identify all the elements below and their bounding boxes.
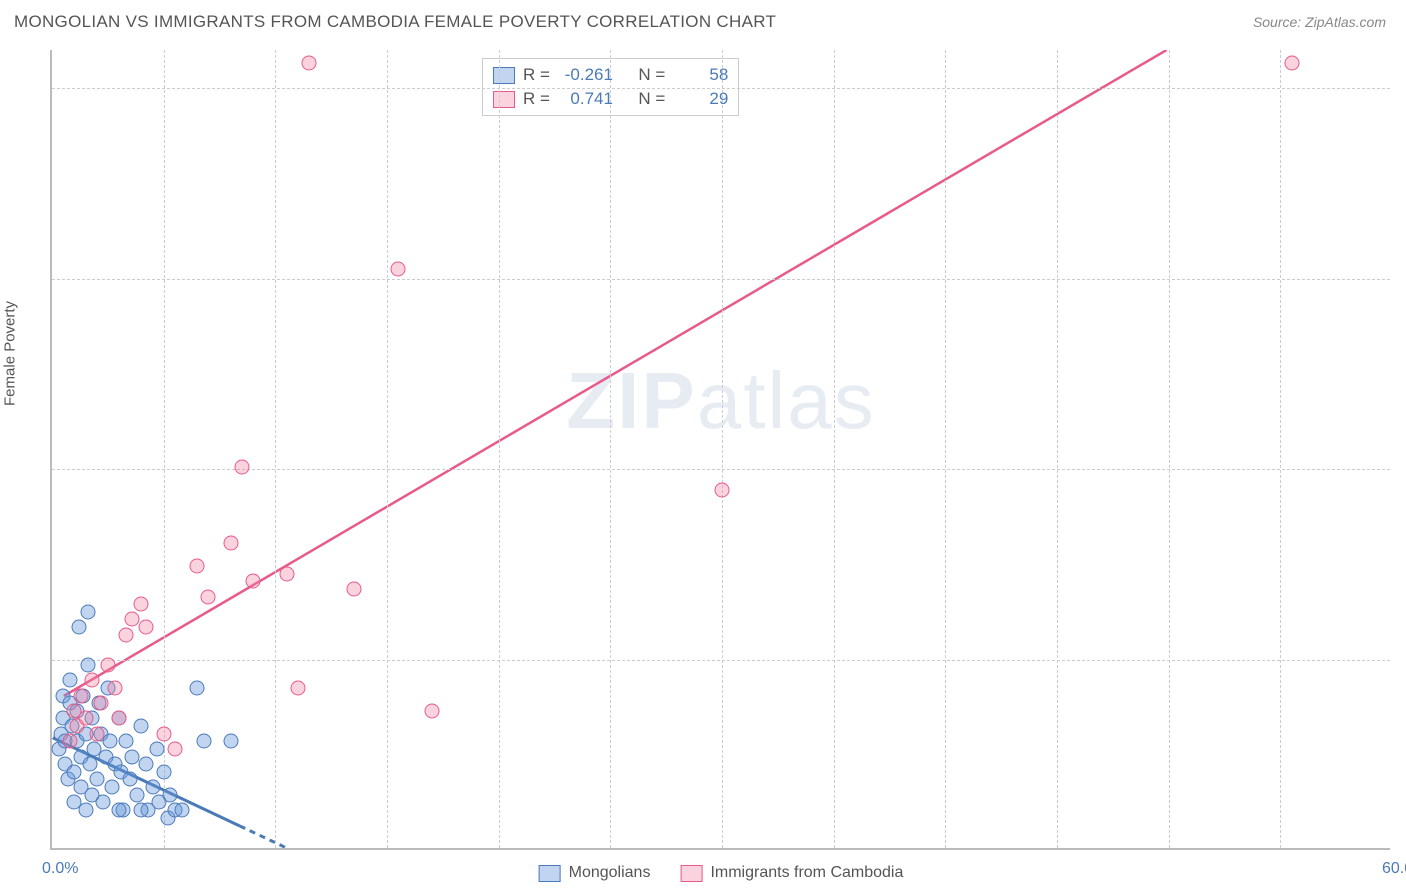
gridline-v bbox=[1057, 50, 1058, 848]
y-tick-label: 75.0% bbox=[1400, 290, 1406, 308]
data-point bbox=[134, 597, 149, 612]
data-point bbox=[201, 589, 216, 604]
data-point bbox=[89, 726, 104, 741]
data-point bbox=[134, 719, 149, 734]
r-value: -0.261 bbox=[558, 65, 613, 85]
r-label: R = bbox=[523, 89, 550, 109]
n-label: N = bbox=[638, 89, 665, 109]
data-point bbox=[71, 620, 86, 635]
r-label: R = bbox=[523, 65, 550, 85]
data-point bbox=[223, 536, 238, 551]
data-point bbox=[80, 658, 95, 673]
r-value: 0.741 bbox=[558, 89, 613, 109]
plot-area: ZIPatlas R = -0.261 N = 58 R = 0.741 N =… bbox=[50, 50, 1390, 850]
gridline-v bbox=[499, 50, 500, 848]
plot-container: Female Poverty ZIPatlas R = -0.261 N = 5… bbox=[50, 50, 1390, 850]
data-point bbox=[391, 261, 406, 276]
legend-label: Mongolians bbox=[569, 864, 651, 882]
swatch-pink bbox=[493, 91, 515, 108]
y-tick-label: 50.0% bbox=[1400, 480, 1406, 498]
data-point bbox=[279, 566, 294, 581]
chart-title: MONGOLIAN VS IMMIGRANTS FROM CAMBODIA FE… bbox=[14, 12, 776, 32]
data-point bbox=[190, 681, 205, 696]
legend-label: Immigrants from Cambodia bbox=[710, 864, 903, 882]
gridline-h bbox=[52, 469, 1390, 470]
data-point bbox=[167, 741, 182, 756]
data-point bbox=[715, 482, 730, 497]
gridline-v bbox=[610, 50, 611, 848]
y-tick-label: 25.0% bbox=[1400, 671, 1406, 689]
data-point bbox=[103, 734, 118, 749]
data-point bbox=[62, 734, 77, 749]
gridline-v bbox=[945, 50, 946, 848]
data-point bbox=[234, 460, 249, 475]
data-point bbox=[62, 673, 77, 688]
data-point bbox=[163, 787, 178, 802]
watermark: ZIPatlas bbox=[566, 355, 875, 447]
gridline-h bbox=[52, 279, 1390, 280]
data-point bbox=[174, 802, 189, 817]
n-value: 29 bbox=[673, 89, 728, 109]
data-point bbox=[129, 787, 144, 802]
data-point bbox=[85, 673, 100, 688]
data-point bbox=[112, 802, 127, 817]
gridline-h bbox=[52, 660, 1390, 661]
data-point bbox=[105, 780, 120, 795]
gridline-v bbox=[1169, 50, 1170, 848]
gridline-v bbox=[1280, 50, 1281, 848]
data-point bbox=[424, 703, 439, 718]
legend-item: Mongolians bbox=[539, 864, 651, 882]
data-point bbox=[94, 696, 109, 711]
data-point bbox=[74, 688, 89, 703]
data-point bbox=[190, 559, 205, 574]
swatch-pink bbox=[680, 865, 702, 882]
data-point bbox=[156, 764, 171, 779]
n-label: N = bbox=[638, 65, 665, 85]
y-tick-label: 100.0% bbox=[1400, 99, 1406, 117]
data-point bbox=[223, 734, 238, 749]
data-point bbox=[123, 772, 138, 787]
data-point bbox=[96, 795, 111, 810]
swatch-blue bbox=[539, 865, 561, 882]
x-tick-label: 60.0% bbox=[1382, 860, 1406, 878]
data-point bbox=[301, 56, 316, 71]
data-point bbox=[82, 757, 97, 772]
data-point bbox=[346, 581, 361, 596]
data-point bbox=[196, 734, 211, 749]
data-point bbox=[145, 780, 160, 795]
data-point bbox=[107, 681, 122, 696]
data-point bbox=[134, 802, 149, 817]
gridline-v bbox=[722, 50, 723, 848]
data-point bbox=[78, 711, 93, 726]
gridline-h bbox=[52, 88, 1390, 89]
data-point bbox=[1284, 56, 1299, 71]
trend-lines bbox=[52, 50, 1390, 848]
data-point bbox=[112, 711, 127, 726]
data-point bbox=[100, 658, 115, 673]
source-attribution: Source: ZipAtlas.com bbox=[1253, 14, 1386, 30]
data-point bbox=[118, 734, 133, 749]
gridline-v bbox=[387, 50, 388, 848]
series-legend: Mongolians Immigrants from Cambodia bbox=[539, 864, 904, 882]
data-point bbox=[89, 772, 104, 787]
data-point bbox=[138, 757, 153, 772]
n-value: 58 bbox=[673, 65, 728, 85]
data-point bbox=[80, 604, 95, 619]
y-axis-label: Female Poverty bbox=[2, 301, 19, 406]
data-point bbox=[290, 681, 305, 696]
data-point bbox=[78, 802, 93, 817]
gridline-v bbox=[275, 50, 276, 848]
data-point bbox=[156, 726, 171, 741]
data-point bbox=[246, 574, 261, 589]
gridline-v bbox=[834, 50, 835, 848]
data-point bbox=[67, 764, 82, 779]
x-tick-label: 0.0% bbox=[42, 860, 78, 878]
legend-item: Immigrants from Cambodia bbox=[680, 864, 903, 882]
swatch-blue bbox=[493, 67, 515, 84]
data-point bbox=[138, 620, 153, 635]
data-point bbox=[118, 627, 133, 642]
data-point bbox=[149, 741, 164, 756]
